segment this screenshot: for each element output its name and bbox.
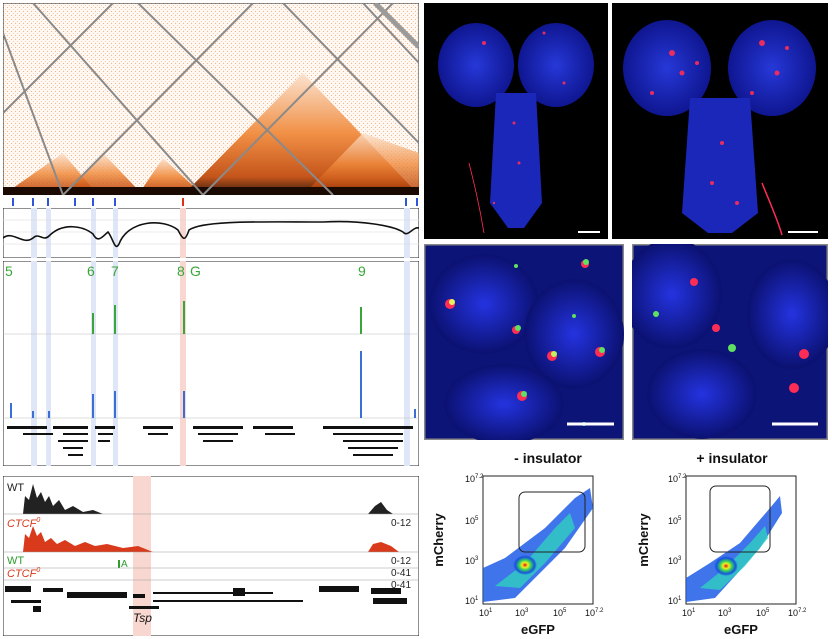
track-range: 0-12 [391,518,411,529]
y-tick: 103 [465,556,479,566]
fish-spots [445,259,605,426]
annotation-label: A [121,559,128,570]
boundary-ticks [12,198,418,206]
x-tick: 103 [515,608,529,618]
fish-image-right [632,244,828,440]
facs-plot-right: mCherry eGFP 107.2 105 103 101 101 103 1… [636,474,807,637]
tad-triangle [303,133,419,195]
facs-title: - insulator [514,450,582,466]
track-label: CTCF0 [7,567,40,580]
tad-boundary-lines [3,3,419,195]
peak-label: 9 [358,263,366,279]
hic-contact-map [3,3,419,195]
track-range: 0-41 [391,580,411,591]
track-label: WT [7,482,24,494]
peak-label: G [190,263,201,279]
y-tick: 107.2 [465,474,484,484]
facs-xlabel: eGFP [724,622,758,637]
track-label: WT [7,555,24,567]
track-range: 0-41 [391,568,411,579]
x-tick: 105 [756,608,770,618]
fish-image-left [424,244,624,440]
tad-triangle [63,153,143,195]
y-tick: 105 [668,516,682,526]
y-tick: 107.2 [668,474,687,484]
hic-diagonal [3,187,419,195]
y-tick: 105 [465,516,479,526]
brain-image-left [424,3,608,239]
facs-title: + insulator [696,450,768,466]
y-tick: 103 [668,556,682,566]
peak-label: 6 [87,263,95,279]
green-peaks [92,301,362,334]
y-tick: 101 [668,596,682,606]
peak-label: 5 [5,263,13,279]
tad-triangle [138,158,203,195]
insulation-score-track [3,208,419,258]
facs-ylabel: mCherry [636,512,651,566]
fish-spots [653,278,809,393]
x-tick: 101 [682,608,696,618]
gene-label: Tsp [133,611,152,625]
track-label: CTCF0 [7,517,40,530]
facs-xlabel: eGFP [521,622,555,637]
x-tick: 107.2 [788,608,807,618]
facs-plot-left: mCherry eGFP 107.2 105 103 101 101 103 1… [431,474,604,637]
brain-image-right [612,3,828,239]
peak-label: 7 [111,263,119,279]
gene-models [7,426,413,456]
y-tick: 101 [465,596,479,606]
coverage-panel: WT 0-12 CTCF0 0-12 WT 0-41 CTCF0 0-41 A … [3,476,419,636]
x-tick: 101 [479,608,493,618]
facs-ylabel: mCherry [431,512,446,566]
x-tick: 103 [718,608,732,618]
blue-peaks [10,351,416,418]
x-tick: 105 [553,608,567,618]
chip-peak-panel: 5 6 7 8 G 9 [3,261,419,466]
track-range: 0-12 [391,556,411,567]
x-tick: 107.2 [585,608,604,618]
coverage-gene-models [5,586,407,612]
peak-label: 8 [177,263,185,279]
